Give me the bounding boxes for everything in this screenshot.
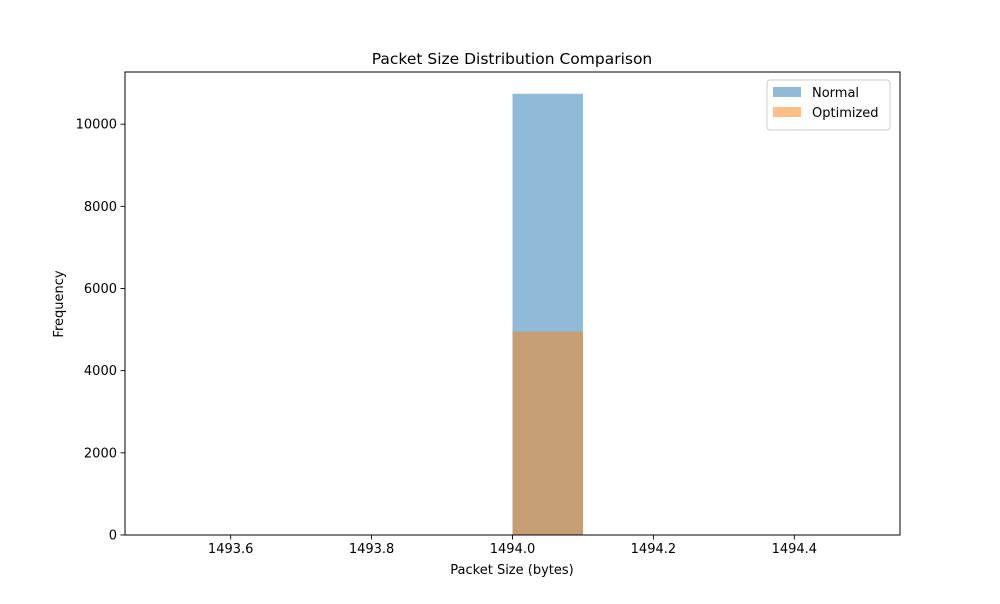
y-axis-label: Frequency	[52, 270, 67, 337]
legend-label-normal: Normal	[812, 86, 859, 101]
y-tick-label: 10000	[76, 118, 117, 133]
x-tick-label: 1494.0	[490, 542, 536, 557]
x-tick-label: 1493.8	[349, 542, 395, 557]
legend-label-optimized: Optimized	[812, 106, 879, 121]
chart-title: Packet Size Distribution Comparison	[372, 50, 653, 68]
y-tick-label: 0	[109, 529, 117, 544]
bar-optimized-0	[512, 331, 583, 535]
x-axis-ticks: 1493.6 1493.8 1494.0 1494.2 1494.4	[208, 535, 817, 557]
legend-swatch-optimized	[773, 107, 801, 117]
y-axis-ticks: 0 2000 4000 6000 8000 10000	[76, 118, 125, 544]
y-tick-label: 2000	[84, 446, 117, 461]
x-axis-label: Packet Size (bytes)	[450, 563, 573, 578]
x-tick-label: 1494.4	[772, 542, 818, 557]
y-tick-label: 8000	[84, 200, 117, 215]
y-tick-label: 6000	[84, 282, 117, 297]
legend-swatch-normal	[773, 87, 801, 97]
bars-layer	[512, 93, 583, 535]
x-tick-label: 1493.6	[208, 542, 254, 557]
legend: Normal Optimized	[766, 79, 891, 131]
y-tick-label: 4000	[84, 364, 117, 379]
x-tick-label: 1494.2	[631, 542, 677, 557]
